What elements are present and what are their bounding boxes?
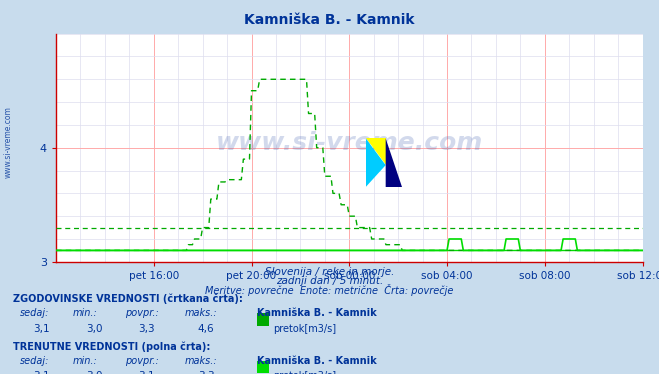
Text: Kamniška B. - Kamnik: Kamniška B. - Kamnik bbox=[257, 308, 377, 318]
Text: 4,6: 4,6 bbox=[198, 324, 214, 334]
Text: 3,1: 3,1 bbox=[33, 371, 49, 374]
Text: Slovenija / reke in morje.: Slovenija / reke in morje. bbox=[265, 267, 394, 278]
Text: 3,0: 3,0 bbox=[86, 371, 102, 374]
Text: sedaj:: sedaj: bbox=[20, 308, 49, 318]
Text: min.:: min.: bbox=[72, 308, 98, 318]
Text: 3,3: 3,3 bbox=[138, 324, 155, 334]
Text: 3,1: 3,1 bbox=[33, 324, 49, 334]
Text: min.:: min.: bbox=[72, 356, 98, 366]
Text: povpr.:: povpr.: bbox=[125, 308, 159, 318]
Polygon shape bbox=[366, 138, 386, 165]
Text: sedaj:: sedaj: bbox=[20, 356, 49, 366]
Text: www.si-vreme.com: www.si-vreme.com bbox=[3, 106, 13, 178]
Text: Kamniška B. - Kamnik: Kamniška B. - Kamnik bbox=[257, 356, 377, 366]
Polygon shape bbox=[366, 138, 386, 187]
Text: Meritve: povrečne  Enote: metrične  Črta: povrečje: Meritve: povrečne Enote: metrične Črta: … bbox=[206, 284, 453, 296]
Text: ZGODOVINSKE VREDNOSTI (črtkana črta):: ZGODOVINSKE VREDNOSTI (črtkana črta): bbox=[13, 294, 243, 304]
Text: www.si-vreme.com: www.si-vreme.com bbox=[215, 131, 483, 155]
Text: 3,1: 3,1 bbox=[138, 371, 155, 374]
Text: zadnji dan / 5 minut.: zadnji dan / 5 minut. bbox=[276, 276, 383, 286]
Text: 3,0: 3,0 bbox=[86, 324, 102, 334]
Text: povpr.:: povpr.: bbox=[125, 356, 159, 366]
Polygon shape bbox=[386, 138, 402, 187]
Text: maks.:: maks.: bbox=[185, 356, 217, 366]
Text: TRENUTNE VREDNOSTI (polna črta):: TRENUTNE VREDNOSTI (polna črta): bbox=[13, 341, 211, 352]
Text: pretok[m3/s]: pretok[m3/s] bbox=[273, 324, 337, 334]
Text: 3,3: 3,3 bbox=[198, 371, 214, 374]
Text: maks.:: maks.: bbox=[185, 308, 217, 318]
Text: pretok[m3/s]: pretok[m3/s] bbox=[273, 371, 337, 374]
Text: Kamniška B. - Kamnik: Kamniška B. - Kamnik bbox=[244, 13, 415, 27]
